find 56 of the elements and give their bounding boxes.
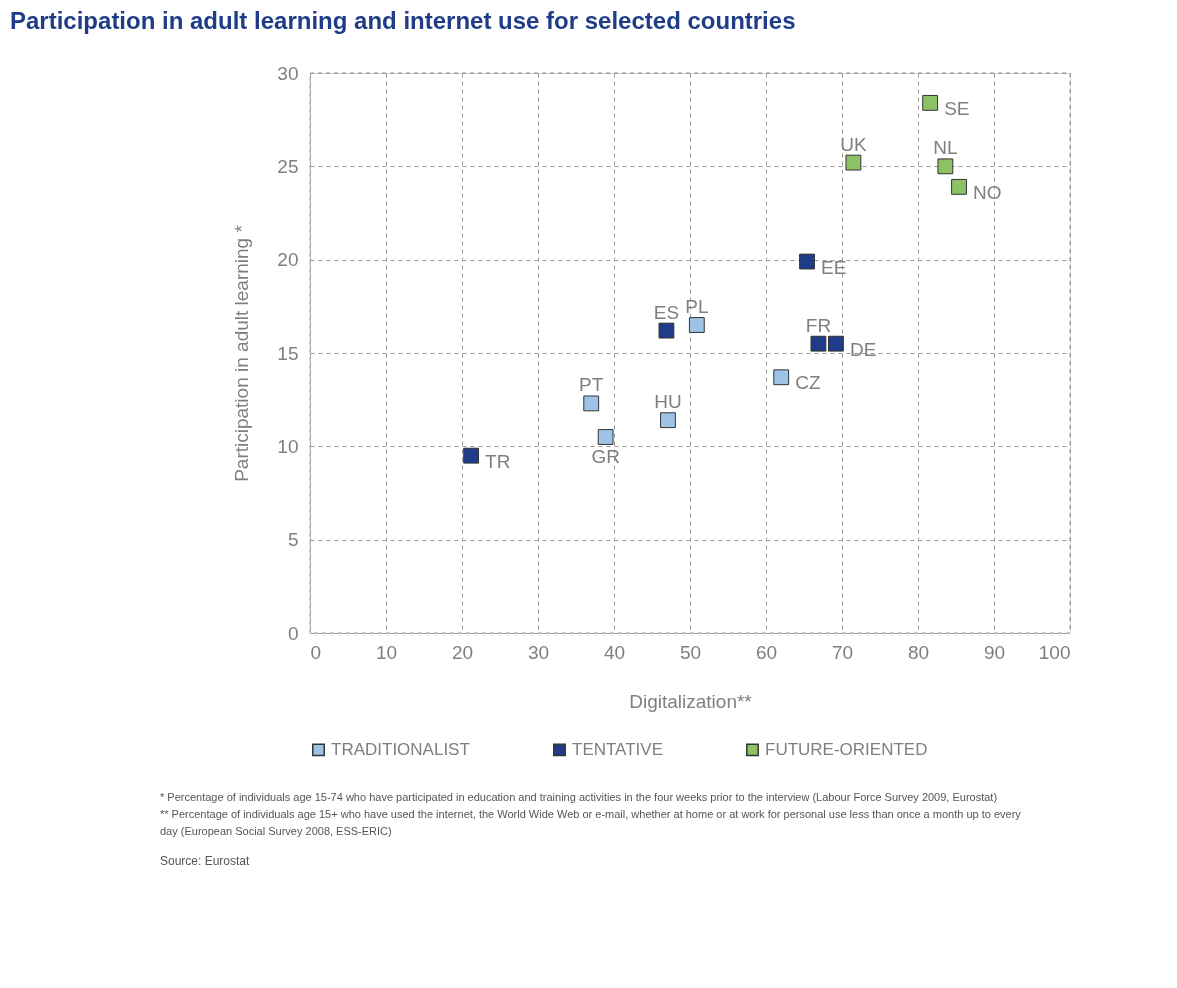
data-label: TR — [485, 450, 511, 472]
data-label: PT — [579, 374, 604, 396]
x-tick-label: 40 — [603, 641, 626, 663]
x-tick-label: 70 — [831, 641, 854, 663]
data-label: FR — [805, 314, 832, 336]
y-tick-label: 25 — [277, 155, 299, 177]
x-tick-label: 10 — [375, 641, 398, 663]
data-label: HU — [654, 391, 682, 413]
point — [688, 317, 705, 333]
data-label: CZ — [795, 372, 821, 394]
x-tick-label: 100 — [1038, 641, 1071, 663]
x-tick-label: 20 — [451, 641, 474, 663]
data-label: DE — [849, 338, 877, 360]
y-tick-label: 5 — [287, 529, 299, 551]
y-tick-label: 30 — [277, 62, 299, 84]
x-tick-label: 50 — [679, 641, 702, 663]
data-label: NO — [973, 181, 1002, 203]
point — [463, 447, 480, 464]
data-label: EE — [821, 256, 847, 278]
y-axis-title: Participation in adult learning * — [231, 224, 253, 482]
point — [660, 412, 676, 429]
source-note: Source: Eurostat — [160, 854, 251, 868]
text: ** Percentage of individuals age 15+ who have used the internet, the World Wide Web or e-mail, whether at home or at work for personal use less than once a month up to every — [160, 808, 1022, 820]
point — [828, 335, 844, 352]
x-tick-label: 90 — [983, 641, 1006, 663]
x-tick-label: 60 — [755, 641, 778, 663]
point — [810, 335, 827, 352]
point — [937, 158, 954, 175]
point — [922, 94, 939, 111]
point — [799, 253, 815, 270]
legend-label: FUTURE-ORIENTED — [765, 739, 928, 759]
point — [583, 395, 600, 412]
x-tick-label: 0 — [310, 641, 322, 663]
data-label: GR — [591, 446, 620, 467]
data-label: UK — [840, 133, 867, 155]
text: * Percentage of individuals age 15-74 who have participated in education and training activities in the four weeks prior to the interview (Labour Force Survey 2009, Eurostat) — [160, 791, 998, 803]
legend-label: TRADITIONALIST — [331, 739, 470, 759]
data-label: NL — [933, 137, 958, 159]
y-tick-label: 15 — [277, 342, 299, 364]
point — [845, 154, 862, 171]
data-label: SE — [944, 97, 970, 119]
data-label: ES — [653, 301, 680, 323]
point — [597, 429, 614, 445]
y-tick-label: 10 — [277, 435, 299, 457]
point — [951, 178, 967, 195]
point — [773, 369, 790, 386]
data-label: PL — [685, 296, 709, 317]
chart-title: Participation in adult learning and internet use for selected countries — [10, 7, 796, 34]
point — [658, 322, 675, 339]
x-tick-label: 80 — [907, 641, 930, 663]
x-axis-title: Digitalization** — [629, 690, 753, 712]
legend-label: TENTATIVE — [572, 739, 663, 759]
y-tick-label: 20 — [277, 249, 299, 271]
y-tick-label: 0 — [287, 622, 299, 644]
text: day (European Social Survey 2008, ESS-ERIC) — [160, 825, 392, 837]
x-tick-label: 30 — [527, 641, 550, 663]
